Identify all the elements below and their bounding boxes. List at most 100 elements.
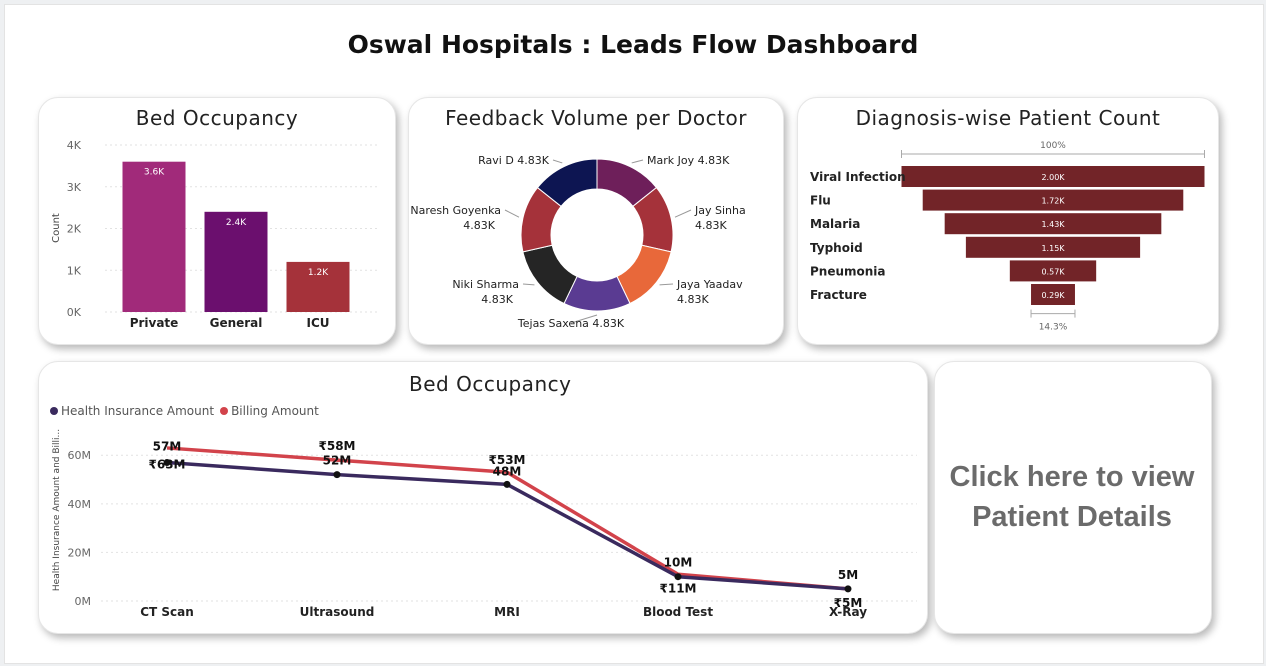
dashboard-title: Oswal Hospitals : Leads Flow Dashboard	[347, 30, 919, 59]
y-tick-label: 40M	[68, 498, 92, 511]
bar-icu	[286, 261, 350, 312]
leader-line	[552, 159, 563, 164]
funnel-bar	[965, 236, 1141, 258]
legend-billing[interactable]: Billing Amount	[220, 404, 319, 418]
x-tick-label: X-Ray	[829, 605, 867, 619]
diagnosis-card: Diagnosis-wise Patient Count 100% 2.00K Vi…	[797, 97, 1219, 345]
y-tick-label: 3K	[67, 181, 82, 194]
diagnosis-title: Diagnosis-wise Patient Count	[855, 106, 1161, 130]
legend-billing-swatch	[220, 407, 229, 415]
leader-line	[570, 314, 598, 324]
x-tick-label: CT Scan	[140, 605, 194, 619]
billing-data-label: ₹53M	[489, 453, 526, 467]
billing-legend: Health Insurance Amount Billing Amount	[50, 404, 319, 418]
y-axis-label: Count	[51, 213, 62, 243]
slice-label-name: Jay Sinha	[694, 204, 746, 217]
funnel-category-label: Viral Infection	[810, 170, 906, 184]
slice-label: Mark Joy 4.83K	[647, 154, 730, 167]
legend-billing-label: Billing Amount	[231, 404, 319, 418]
slice-label-name: Niki Sharma	[452, 278, 519, 291]
cta-line-2: Patient Details	[972, 501, 1172, 533]
legend-insurance[interactable]: Health Insurance Amount	[50, 404, 214, 418]
bar-data-label: 3.6K	[144, 168, 165, 178]
y-tick-label: 1K	[67, 264, 82, 277]
slice-label-value: 4.83K	[463, 219, 495, 232]
donut-slice-ravi-d	[536, 158, 598, 208]
funnel-top-label: 100%	[1040, 141, 1066, 151]
billing-data-label: ₹5M	[834, 596, 863, 610]
slice-label-value: 4.83K	[481, 293, 513, 306]
x-tick-label: Ultrasound	[300, 605, 375, 619]
funnel-data-label: 1.72K	[1041, 197, 1065, 206]
insurance-data-label: 10M	[664, 556, 693, 570]
funnel-category-label: Pneumonia	[810, 264, 886, 278]
funnel-bar	[944, 213, 1162, 235]
x-tick-label: ICU	[306, 316, 329, 330]
bar-private	[122, 161, 186, 312]
funnel-data-label: 0.29K	[1041, 291, 1065, 300]
funnel-data-label: 1.43K	[1041, 220, 1065, 229]
leader-line	[522, 283, 535, 286]
x-tick-label: Private	[130, 316, 179, 330]
leader-line	[504, 209, 520, 218]
legend-insurance-label: Health Insurance Amount	[61, 404, 215, 418]
diagnosis-funnel-chart: 100% 2.00K Viral Infection 1.72K Flu 1.43K Mal…	[810, 141, 1205, 333]
bar-data-label: 1.2K	[308, 268, 329, 278]
x-tick-label: Blood Test	[643, 605, 713, 619]
slice-label-value: 4.83K	[677, 293, 709, 306]
funnel-bar	[922, 189, 1184, 211]
billing-data-label: ₹63M	[149, 458, 186, 472]
slice-label-name: Jaya Yaadav	[676, 278, 743, 291]
y-tick-label: 0K	[67, 306, 82, 319]
funnel-category-label: Malaria	[810, 217, 860, 231]
leader-line	[659, 283, 674, 286]
data-point	[844, 585, 852, 593]
leader-line	[674, 209, 692, 218]
x-tick-label: General	[210, 316, 263, 330]
funnel-data-label: 1.15K	[1041, 244, 1065, 253]
funnel-data-label: 0.57K	[1041, 267, 1065, 276]
y-axis-label: Health Insurance Amount and Billi...	[52, 429, 62, 591]
y-tick-label: 60M	[68, 449, 92, 462]
slice-label: Ravi D 4.83K	[478, 154, 550, 167]
y-tick-label: 20M	[68, 546, 92, 559]
insurance-data-label: 48M	[493, 464, 522, 478]
insurance-data-label: 5M	[838, 568, 858, 582]
bar-general	[204, 211, 268, 312]
funnel-data-label: 2.00K	[1041, 173, 1065, 182]
feedback-card: Feedback Volume per Doctor Mark Joy 4.83…	[408, 97, 784, 345]
data-point	[503, 480, 511, 488]
billing-data-label: ₹11M	[660, 581, 697, 595]
billing-line-chart: 60M 40M 20M 0M Health Insurance Amount and B…	[52, 429, 917, 619]
cta-line-1: Click here to view	[949, 461, 1195, 493]
data-point	[674, 573, 682, 581]
funnel-bar	[1009, 260, 1097, 282]
bed-occupancy-chart: 4K 3K 2K 1K 0K Count 3.6K Private 2.4K General 1.2…	[51, 139, 379, 330]
slice-label-value: 4.83K	[695, 219, 727, 232]
funnel-category-label: Fracture	[810, 288, 867, 302]
patient-details-card[interactable]	[934, 361, 1212, 634]
funnel-bar	[1031, 284, 1075, 305]
legend-insurance-swatch	[50, 407, 58, 415]
insurance-data-label: 57M	[153, 440, 182, 454]
funnel-bar	[901, 166, 1205, 187]
x-tick-label: MRI	[494, 605, 520, 619]
slice-label: Tejas Saxena 4.83K	[517, 317, 625, 330]
view-patient-details-button[interactable]: Click here to view Patient Details	[934, 361, 1210, 633]
bar-data-label: 2.4K	[226, 218, 247, 228]
data-point	[163, 459, 171, 467]
data-point	[333, 471, 341, 479]
funnel-category-label: Typhoid	[810, 241, 863, 255]
bed-occupancy-title: Bed Occupancy	[135, 106, 299, 130]
billing-title: Bed Occupancy	[409, 372, 572, 396]
y-tick-label: 0M	[75, 595, 92, 608]
funnel-category-label: Flu	[810, 194, 831, 208]
billing-data-label: ₹58M	[319, 439, 356, 453]
billing-card: Bed Occupancy 60M 40M 20M 0M Health Insuranc…	[38, 361, 928, 634]
feedback-donut-chart: Mark Joy 4.83K Jay Sinha 4.83K Jaya Yaadav 4…	[410, 154, 746, 330]
y-tick-label: 4K	[67, 139, 82, 152]
bed-occupancy-card: Bed Occupancy 4K 3K 2K 1K 0K Count 3.6K Private…	[38, 97, 396, 345]
y-tick-label: 2K	[67, 223, 82, 236]
insurance-data-label: 52M	[323, 454, 352, 468]
slice-label-name: Naresh Goyenka	[410, 204, 501, 217]
